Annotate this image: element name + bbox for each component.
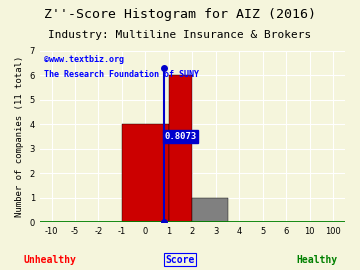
Y-axis label: Number of companies (11 total): Number of companies (11 total) [15,56,24,217]
Text: Industry: Multiline Insurance & Brokers: Industry: Multiline Insurance & Brokers [48,30,312,40]
Bar [192,198,228,222]
Text: ©www.textbiz.org: ©www.textbiz.org [45,55,125,63]
Text: The Research Foundation of SUNY: The Research Foundation of SUNY [45,70,199,79]
Bar [122,124,169,222]
Text: 0.8073: 0.8073 [165,132,197,141]
Text: Healthy: Healthy [296,255,337,265]
Text: Unhealthy: Unhealthy [24,255,77,265]
Text: Score: Score [165,255,195,265]
Bar [169,75,192,222]
Text: Z''-Score Histogram for AIZ (2016): Z''-Score Histogram for AIZ (2016) [44,8,316,21]
